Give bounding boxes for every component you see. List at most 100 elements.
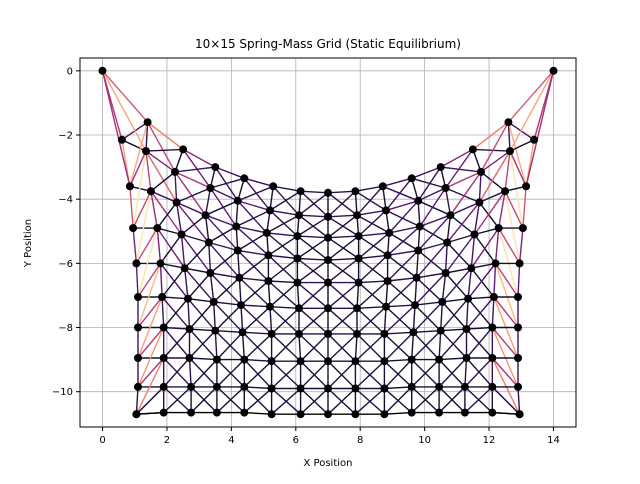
spring-edge <box>176 201 206 216</box>
mass-node <box>264 251 273 260</box>
spring-edge <box>441 272 447 302</box>
spring-edge <box>384 386 412 390</box>
x-tick-label: 10 <box>418 435 431 446</box>
spring-edge <box>215 330 243 333</box>
mass-node <box>353 329 361 338</box>
spring-edge <box>385 177 413 211</box>
mass-node <box>295 329 303 338</box>
spring-edge <box>244 358 272 362</box>
spring-edge <box>470 267 495 298</box>
spring-edge <box>358 254 389 284</box>
spring-edge <box>297 257 329 261</box>
mass-node <box>324 256 332 265</box>
spring-edge <box>298 282 329 309</box>
spring-edge <box>445 267 472 274</box>
spring-edge <box>181 214 207 236</box>
spring-edge <box>389 225 420 234</box>
mass-node <box>549 66 558 75</box>
mass-node <box>407 174 416 183</box>
spring-edge <box>205 214 239 251</box>
spring-edge <box>237 185 274 202</box>
mass-node <box>475 198 484 207</box>
mass-node <box>436 326 445 335</box>
mass-node <box>407 382 416 391</box>
spring-edge <box>180 234 211 274</box>
x-tick-label: 0 <box>99 435 105 446</box>
spring-edge <box>174 171 211 189</box>
spring-edge <box>216 386 245 414</box>
mass-node <box>240 408 249 417</box>
y-tick-label: −2 <box>58 131 73 142</box>
spring-edge <box>137 357 165 388</box>
spring-edge <box>300 333 329 362</box>
mass-node <box>212 355 221 364</box>
spring-edge <box>383 331 414 362</box>
mass-node <box>267 384 276 393</box>
mass-node <box>134 382 142 391</box>
spring-edge <box>150 190 177 204</box>
mass-node <box>506 147 514 156</box>
spring-edge <box>297 235 329 239</box>
spring-edge <box>327 190 356 194</box>
spring-edge <box>243 333 273 361</box>
spring-edge <box>137 296 163 328</box>
mass-node <box>153 224 162 233</box>
mass-node <box>494 224 503 233</box>
spring-edge <box>478 171 482 203</box>
spring-edge <box>480 171 506 192</box>
mass-node <box>212 408 221 417</box>
mass-node <box>530 135 539 144</box>
spring-edge <box>472 121 509 150</box>
spring-edge <box>419 187 447 227</box>
y-tick-label: −6 <box>58 259 73 270</box>
spring-edge <box>384 331 414 335</box>
spring-edge <box>327 307 358 335</box>
spring-edge <box>160 262 185 269</box>
spring-edge <box>494 263 519 298</box>
spring-edge <box>441 267 472 303</box>
spring-edge <box>358 232 390 237</box>
spring-edge <box>504 191 521 264</box>
spring-edge <box>237 250 241 278</box>
mass-node <box>467 264 476 273</box>
spring-edge <box>163 326 190 330</box>
spring-edge <box>187 272 211 300</box>
mass-node <box>237 301 245 310</box>
spring-edge <box>163 298 189 328</box>
mass-node <box>324 304 332 313</box>
mass-node <box>324 278 332 287</box>
spring-edge <box>358 209 387 237</box>
spring-edge <box>417 200 451 216</box>
mass-node <box>522 182 531 191</box>
spring-edge <box>412 301 443 333</box>
mass-node <box>187 382 196 391</box>
spring-edge <box>161 267 186 298</box>
mass-node <box>158 293 167 301</box>
mass-node <box>438 297 447 306</box>
spring-edge <box>213 301 242 306</box>
x-axis-label: X Position <box>304 458 353 469</box>
spring-edge <box>145 148 184 152</box>
spring-edge <box>156 228 162 264</box>
y-tick-label: 0 <box>67 66 73 77</box>
mass-node <box>293 232 302 241</box>
mass-node <box>409 328 418 337</box>
spring-edge <box>467 268 472 299</box>
spring-edge <box>440 328 467 332</box>
spring-edge <box>327 360 356 389</box>
spring-edge <box>385 304 416 308</box>
spring-edge <box>472 148 511 152</box>
spring-edge <box>242 331 272 335</box>
spring-edge <box>509 139 535 152</box>
spring-edge <box>182 148 216 168</box>
spring-edge <box>414 277 418 306</box>
mass-node <box>514 382 522 391</box>
spring-edge <box>157 227 182 236</box>
spring-edge <box>129 186 134 229</box>
spring-edge <box>268 254 298 260</box>
mass-node <box>117 135 126 144</box>
y-tick-label: −4 <box>58 195 73 206</box>
spring-edge <box>356 214 390 234</box>
spring-edge <box>384 411 412 415</box>
spring-edge <box>445 171 482 189</box>
